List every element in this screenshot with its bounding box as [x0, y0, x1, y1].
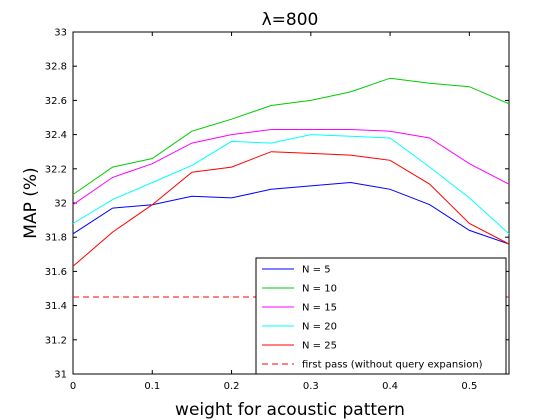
x-tick-label: 0.3	[303, 381, 319, 392]
x-tick-label: 0.5	[461, 381, 477, 392]
y-tick-label: 32.8	[45, 62, 67, 73]
x-tick-label: 0	[70, 381, 76, 392]
y-tick-label: 33	[54, 28, 67, 39]
y-tick-label: 32.2	[45, 164, 67, 175]
legend-label: N = 5	[302, 265, 331, 276]
y-tick-label: 31.8	[45, 233, 67, 244]
legend: N = 5 N = 10 N = 15 N = 20 N = 25 first pass …	[255, 257, 507, 375]
y-tick-label: 32.4	[45, 130, 67, 141]
y-tick-label: 32	[54, 199, 67, 210]
x-axis-label: weight for acoustic pattern	[175, 400, 405, 420]
y-tick-label: 31.4	[45, 301, 67, 312]
chart-title: λ=800	[262, 10, 319, 30]
series-line	[72, 134, 510, 235]
y-tick-label: 31.6	[45, 267, 67, 278]
x-tick-label: 0.2	[224, 381, 240, 392]
legend-label: N = 20	[302, 322, 337, 333]
series-line	[72, 77, 510, 195]
legend-label: N = 10	[302, 284, 337, 295]
y-tick-label: 32.6	[45, 96, 67, 107]
y-tick-label: 31	[54, 370, 67, 381]
series-line	[72, 181, 510, 245]
x-tick-label: 0.1	[144, 381, 160, 392]
legend-label: N = 15	[302, 303, 337, 314]
legend-box	[255, 257, 507, 375]
legend-label: first pass (without query expansion)	[302, 360, 483, 371]
legend-label: N = 25	[302, 341, 337, 352]
y-axis-label: MAP (%)	[21, 167, 41, 238]
axis-ticks: 0 0.1 0.2 0.3 0.4 0.5 31 31.2 31.4 31.6 31.8 32 32.2…	[45, 28, 509, 392]
series-line	[72, 129, 510, 206]
y-tick-label: 31.2	[45, 335, 67, 346]
x-tick-label: 0.4	[382, 381, 398, 392]
series-line	[72, 151, 510, 267]
